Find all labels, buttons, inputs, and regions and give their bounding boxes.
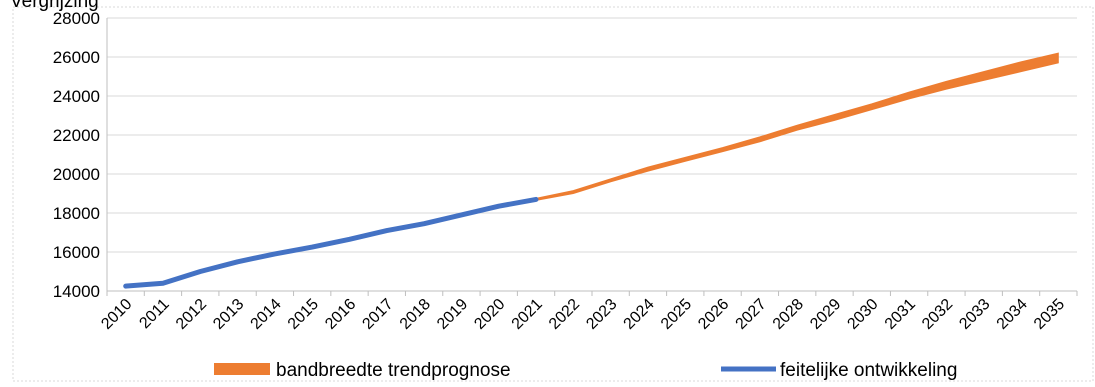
- x-tick-label: 2016: [322, 296, 359, 333]
- y-tick-label: 16000: [53, 243, 100, 262]
- x-tick-label: 2017: [359, 296, 396, 333]
- x-tick-label: 2010: [98, 296, 135, 333]
- x-tick-label: 2030: [844, 296, 881, 333]
- y-tick-label: 20000: [53, 165, 100, 184]
- x-tick-label: 2018: [397, 296, 434, 333]
- x-tick-label: 2015: [285, 296, 322, 333]
- x-tick-label: 2027: [733, 296, 770, 333]
- x-tick-label: 2033: [956, 296, 993, 333]
- x-tick-label: 2024: [621, 296, 658, 333]
- x-tick-label: 2029: [807, 296, 844, 333]
- x-tick-label: 2032: [919, 296, 956, 333]
- y-tick-label: 14000: [53, 282, 100, 301]
- x-tick-label: 2025: [658, 296, 695, 333]
- y-tick-label: 26000: [53, 48, 100, 67]
- x-tick-label: 2026: [695, 296, 732, 333]
- actual-line: [123, 196, 539, 289]
- x-tick-label: 2020: [471, 296, 508, 333]
- legend-label-band: bandbreedte trendprognose: [276, 360, 511, 381]
- y-tick-label: 28000: [53, 9, 100, 28]
- chart-title: Vergrijzing: [10, 0, 99, 12]
- x-tick-label: 2034: [994, 296, 1031, 333]
- x-tick-label: 2012: [173, 296, 210, 333]
- x-tick-label: 2011: [136, 296, 172, 332]
- x-tick-label: 2022: [546, 296, 583, 333]
- x-tick-label: 2035: [1031, 296, 1068, 333]
- x-tick-label: 2023: [583, 296, 620, 333]
- y-tick-label: 22000: [53, 126, 100, 145]
- x-tick-label: 2028: [770, 296, 807, 333]
- x-tick-label: 2014: [248, 296, 285, 333]
- x-tick-label: 2019: [434, 296, 471, 333]
- y-tick-label: 24000: [53, 87, 100, 106]
- x-tick-label: 2031: [882, 296, 919, 333]
- chart-frame: [12, 6, 1094, 382]
- x-tick-label: 2013: [210, 296, 247, 333]
- y-tick-label: 18000: [53, 204, 100, 223]
- legend-swatch-band: [214, 363, 270, 375]
- x-tick-label: 2021: [509, 296, 546, 333]
- legend-label-actual: feitelijke ontwikkeling: [780, 360, 957, 381]
- forecast-band: [535, 52, 1059, 202]
